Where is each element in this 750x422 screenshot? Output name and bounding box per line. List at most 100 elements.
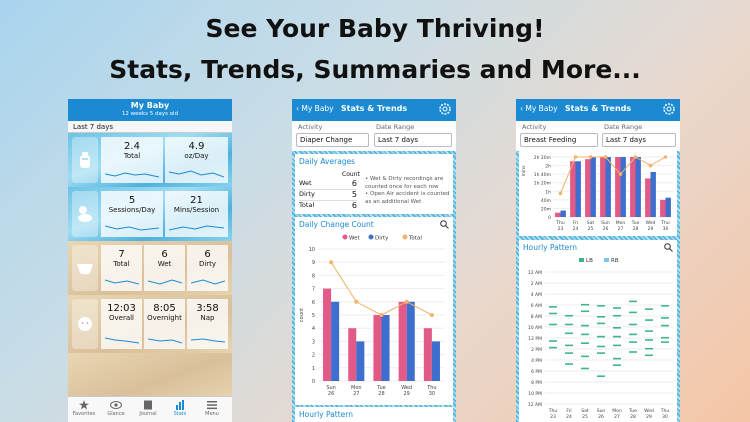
feeding-mark — [645, 330, 653, 332]
feeding-mark — [597, 322, 605, 325]
feeding-mark — [629, 311, 637, 314]
stat-cell[interactable]: 6 Dirty — [187, 245, 228, 291]
x-tick-label: Thu — [555, 220, 565, 226]
y-tick-label: 20m — [541, 206, 551, 212]
stat-cell[interactable]: 12:03 Overall — [101, 299, 142, 349]
averages-title: Daily Averages — [299, 157, 356, 166]
sleep-row[interactable]: 5 Sessions/Day 21 Mins/Session — [68, 187, 232, 241]
stat-cell[interactable]: 6 Wet — [144, 245, 185, 291]
legend-marker — [579, 258, 584, 262]
bar-rb — [665, 197, 671, 217]
journal-icon — [144, 400, 152, 410]
tab-glance[interactable]: Glance — [100, 400, 132, 417]
sleeping-baby-icon — [72, 191, 98, 237]
x-tick-label: Sun — [326, 385, 336, 391]
feeding-mark — [661, 336, 669, 339]
back-button[interactable]: ‹ My Baby — [296, 104, 334, 113]
page-title: Stats & Trends — [340, 104, 408, 113]
stat-cell[interactable]: 8:05 Overnight — [144, 299, 185, 349]
total-point — [663, 155, 668, 159]
activity-select[interactable]: Diaper Change — [296, 133, 369, 147]
tab-menu[interactable]: Menu — [196, 400, 228, 417]
feeding-mark — [565, 363, 573, 365]
tab-favorites[interactable]: Favorites — [68, 400, 100, 417]
bar-rb — [650, 172, 656, 217]
sleep-time-row[interactable]: 12:03 Overall 8:05 Overnight 3:58 Nap — [68, 295, 232, 353]
y-tick-label: 2 — [312, 353, 315, 359]
tab-bar: Favorites Glance Journal Stats Menu — [68, 396, 232, 422]
gear-icon[interactable] — [662, 102, 676, 116]
gear-icon[interactable] — [438, 102, 452, 116]
bar-dirty — [431, 341, 440, 381]
feeding-mark — [661, 324, 669, 327]
y-tick-label: 2 AM — [531, 281, 542, 287]
x-tick-label: Thu — [660, 408, 670, 414]
star-icon — [79, 400, 89, 410]
page-title: Stats & Trends — [564, 104, 632, 113]
x-tick-label: Sat — [587, 220, 595, 226]
range-select[interactable]: Last 7 days — [602, 133, 676, 147]
stat-cell[interactable]: 5 Sessions/Day — [101, 191, 163, 237]
legend-label: LB — [586, 258, 593, 264]
stats-icon — [176, 400, 184, 410]
feeding-mark — [661, 341, 669, 343]
total-point — [354, 299, 359, 304]
bar-lb — [660, 199, 666, 217]
feeding-mark — [613, 344, 621, 347]
feeding-mark — [549, 323, 557, 326]
total-point — [603, 155, 608, 159]
daily-change-card: Daily Change Count Wet Dirty Total 0 1 2 3 4 5 6 7… — [295, 217, 453, 405]
feeding-mark — [565, 323, 573, 326]
stat-cell[interactable]: 2.4 Total — [101, 137, 163, 183]
zoom-icon[interactable] — [664, 243, 673, 252]
range-select[interactable]: Last 7 days — [374, 133, 452, 147]
range-label[interactable]: Last 7 days — [68, 121, 232, 133]
bar-lb — [600, 157, 606, 217]
stat-cell[interactable]: 7 Total — [101, 245, 142, 291]
diaper-row[interactable]: 7 Total 6 Wet 6 Dirty — [68, 241, 232, 295]
y-tick-label: 1 — [312, 366, 315, 372]
baby-face-icon — [72, 299, 98, 349]
x-tick-label: 30 — [662, 414, 668, 420]
bar-lb — [645, 178, 651, 217]
count-header: Count — [342, 171, 360, 178]
total-point — [618, 172, 623, 176]
feeding-row[interactable]: 2.4 Total 4.9 oz/Day — [68, 133, 232, 187]
y-tick-label: 40m — [541, 198, 551, 204]
feeding-mark — [597, 375, 605, 377]
feeding-mark — [581, 367, 589, 370]
total-point — [404, 299, 409, 304]
y-tick-label: 10 — [309, 247, 315, 253]
bar-dirty — [356, 341, 365, 381]
activity-select[interactable]: Breast Feeding — [520, 133, 598, 147]
averages-notes: • Wet & Dirty recordings are counted onc… — [365, 176, 450, 205]
tab-stats[interactable]: Stats — [164, 400, 196, 417]
stat-cell[interactable]: 3:58 Nap — [187, 299, 228, 349]
feeding-mark — [565, 344, 573, 347]
feeding-mark — [613, 357, 621, 360]
feeding-mark — [565, 314, 573, 317]
headline-line1: See Your Baby Thriving! — [205, 14, 545, 43]
hourly-title: Hourly Pattern — [299, 410, 353, 419]
legend-label: Dirty — [375, 236, 389, 242]
bar-lb — [615, 157, 621, 217]
bar-wet — [323, 288, 332, 381]
feeding-mark — [597, 335, 605, 338]
feeding-mark — [661, 305, 669, 307]
back-button[interactable]: ‹ My Baby — [520, 104, 558, 113]
legend-label: Total — [408, 236, 422, 242]
zoom-icon[interactable] — [440, 220, 449, 229]
x-tick-label: 25 — [582, 414, 588, 420]
x-tick-label: Fri — [566, 408, 571, 414]
stat-cell[interactable]: 21 Mins/Session — [165, 191, 228, 237]
feeding-mark — [597, 305, 605, 307]
tab-journal[interactable]: Journal — [132, 400, 164, 417]
feeding-mark — [645, 347, 653, 350]
y-tick-label: 12 AM — [528, 270, 542, 276]
activity-label: Activity — [298, 123, 323, 131]
x-tick-label: 29 — [646, 414, 652, 420]
x-tick-label: 24 — [573, 226, 579, 232]
feeding-mark — [661, 317, 669, 319]
stat-cell[interactable]: 4.9 oz/Day — [165, 137, 228, 183]
